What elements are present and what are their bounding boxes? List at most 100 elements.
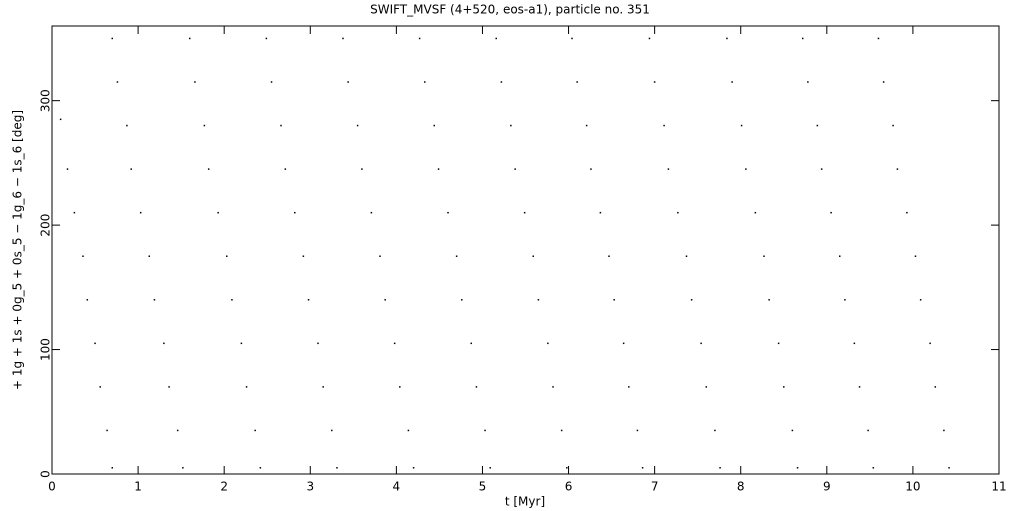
point bbox=[816, 124, 819, 127]
point bbox=[259, 467, 262, 469]
point bbox=[217, 211, 219, 214]
point bbox=[347, 81, 349, 83]
point bbox=[667, 168, 670, 170]
point bbox=[796, 467, 799, 469]
point bbox=[82, 255, 84, 257]
point bbox=[919, 299, 922, 301]
x-tick-label: 9 bbox=[823, 480, 831, 494]
point bbox=[407, 429, 410, 432]
point bbox=[914, 255, 917, 257]
point bbox=[590, 168, 592, 170]
point bbox=[153, 299, 156, 301]
x-tick-label: 7 bbox=[651, 480, 659, 494]
point bbox=[280, 124, 282, 127]
point bbox=[148, 255, 151, 257]
point bbox=[495, 37, 497, 40]
point bbox=[130, 168, 132, 170]
point bbox=[336, 467, 338, 469]
point bbox=[176, 429, 179, 432]
point bbox=[356, 124, 359, 127]
point bbox=[830, 211, 832, 214]
point bbox=[307, 299, 310, 301]
point bbox=[99, 386, 101, 388]
x-tick-label: 8 bbox=[737, 480, 745, 494]
point bbox=[317, 342, 319, 345]
point bbox=[379, 255, 381, 257]
point bbox=[690, 299, 693, 301]
point bbox=[844, 299, 846, 301]
point bbox=[576, 81, 578, 83]
point bbox=[858, 386, 861, 388]
point bbox=[514, 168, 516, 170]
point bbox=[705, 386, 708, 388]
point bbox=[740, 124, 743, 127]
point bbox=[194, 81, 196, 83]
point bbox=[896, 168, 899, 170]
point bbox=[820, 168, 823, 170]
point bbox=[424, 81, 426, 83]
x-tick-label: 5 bbox=[479, 480, 487, 494]
point bbox=[714, 429, 716, 432]
point bbox=[94, 342, 96, 345]
point bbox=[523, 211, 526, 214]
point bbox=[294, 211, 296, 214]
point bbox=[700, 342, 702, 345]
point bbox=[111, 467, 114, 469]
point bbox=[447, 211, 449, 214]
x-tick-label: 3 bbox=[306, 480, 314, 494]
y-tick-label: 200 bbox=[39, 214, 53, 237]
point bbox=[370, 211, 373, 214]
point bbox=[677, 211, 679, 214]
point bbox=[418, 37, 421, 40]
point bbox=[791, 429, 794, 432]
point bbox=[622, 342, 625, 345]
point bbox=[182, 467, 184, 469]
x-tick-label: 10 bbox=[905, 480, 920, 494]
point bbox=[906, 211, 908, 214]
point bbox=[207, 168, 210, 170]
point bbox=[331, 429, 333, 432]
point bbox=[510, 124, 512, 127]
point bbox=[168, 386, 170, 388]
y-tick-label: 300 bbox=[39, 89, 53, 112]
point bbox=[745, 168, 747, 170]
point bbox=[929, 342, 931, 345]
point bbox=[163, 342, 165, 345]
point bbox=[783, 386, 785, 388]
point bbox=[636, 429, 639, 432]
point bbox=[628, 386, 630, 388]
point bbox=[139, 211, 142, 214]
y-tick-label: 0 bbox=[39, 470, 53, 478]
point bbox=[399, 386, 401, 388]
point bbox=[853, 342, 856, 345]
point bbox=[685, 255, 688, 257]
x-tick-label: 6 bbox=[565, 480, 573, 494]
point bbox=[943, 429, 945, 432]
point bbox=[754, 211, 757, 214]
point bbox=[726, 37, 728, 40]
point bbox=[455, 255, 458, 257]
point bbox=[719, 467, 721, 469]
point bbox=[731, 81, 733, 83]
point bbox=[254, 429, 256, 432]
point bbox=[111, 37, 114, 40]
point bbox=[126, 124, 128, 127]
point bbox=[231, 299, 233, 301]
point bbox=[571, 37, 573, 40]
chart-title: SWIFT_MVSF (4+520, eos-a1), particle no.… bbox=[370, 3, 650, 17]
point bbox=[877, 37, 880, 40]
point bbox=[437, 168, 440, 170]
point bbox=[393, 342, 396, 345]
point bbox=[475, 386, 478, 388]
point bbox=[763, 255, 765, 257]
point bbox=[663, 124, 665, 127]
point bbox=[532, 255, 534, 257]
point bbox=[613, 299, 615, 301]
point bbox=[648, 37, 651, 40]
point bbox=[226, 255, 228, 257]
x-tick-label: 4 bbox=[393, 480, 401, 494]
point bbox=[566, 467, 568, 469]
point bbox=[73, 211, 76, 214]
point bbox=[284, 168, 287, 170]
